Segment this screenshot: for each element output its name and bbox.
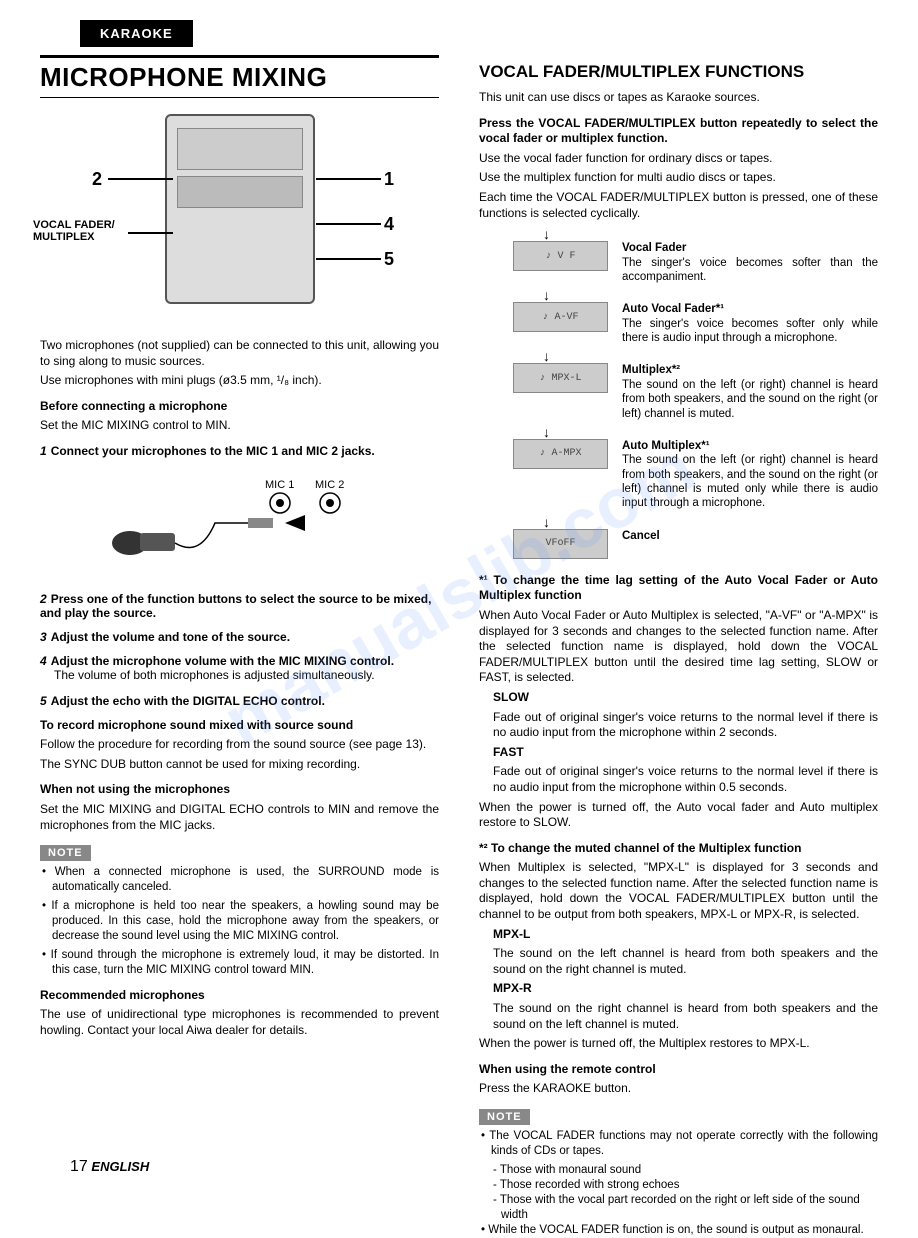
intro-text-1: Two microphones (not supplied) can be co… — [40, 338, 439, 369]
star2-text: When Multiplex is selected, "MPX-L" is d… — [479, 860, 878, 922]
mpxr-heading: MPX-R — [493, 981, 878, 997]
vf-title: Vocal Fader — [622, 242, 686, 254]
right-column: VOCAL FADER/MULTIPLEX FUNCTIONS This uni… — [459, 20, 888, 1178]
mpx-title: Multiplex*² — [622, 364, 680, 376]
press-t3: Each time the VOCAL FADER/MULTIPLEX butt… — [479, 190, 878, 221]
avf-title: Auto Vocal Fader*¹ — [622, 303, 724, 315]
note-label-right: NOTE — [479, 1109, 530, 1125]
stereo-unit — [165, 114, 315, 304]
rnote-1b: Those recorded with strong echoes — [479, 1178, 878, 1193]
cycle-diagram: ↓ ♪ V F Vocal FaderThe singer's voice be… — [479, 227, 878, 559]
callout-5: 5 — [384, 249, 394, 270]
cancel-title: Cancel — [622, 530, 660, 542]
slow-heading: SLOW — [493, 690, 878, 706]
before-text: Set the MIC MIXING control to MIN. — [40, 418, 439, 434]
remote-heading: When using the remote control — [479, 1062, 878, 1078]
rnote-1c: Those with the vocal part recorded on th… — [479, 1193, 878, 1223]
press-t1: Use the vocal fader function for ordinar… — [479, 151, 878, 167]
lcd-avf: ♪ A-VF — [513, 302, 608, 332]
press-heading: Press the VOCAL FADER/MULTIPLEX button r… — [479, 116, 878, 147]
callout-4: 4 — [384, 214, 394, 235]
note-label-left: NOTE — [40, 845, 91, 861]
section-tab: KARAOKE — [80, 20, 193, 47]
note-1: When a connected microphone is used, the… — [40, 865, 439, 895]
main-heading: MICROPHONE MIXING — [40, 55, 439, 98]
mic2-label: MIC 2 — [315, 479, 344, 491]
ampx-text: The sound on the left (or right) channel… — [622, 454, 878, 509]
mic1-label: MIC 1 — [265, 479, 294, 491]
vf-text: The singer's voice becomes softer than t… — [622, 257, 878, 283]
rec-mic-heading: Recommended microphones — [40, 988, 439, 1004]
record-text-1: Follow the procedure for recording from … — [40, 737, 439, 753]
mpxl-text: The sound on the left channel is heard f… — [493, 946, 878, 977]
press-t2: Use the multiplex function for multi aud… — [479, 170, 878, 186]
remote-text: Press the KARAOKE button. — [479, 1081, 878, 1097]
microphone-diagram: MIC 1 MIC 2 — [40, 468, 439, 578]
lcd-ampx: ♪ A-MPX — [513, 439, 608, 469]
left-column: KARAOKE MICROPHONE MIXING 2 1 4 5 VOCAL … — [30, 20, 459, 1178]
stereo-diagram: 2 1 4 5 VOCAL FADER/MULTIPLEX — [40, 114, 439, 324]
note-2: If a microphone is held too near the spe… — [40, 899, 439, 944]
notusing-heading: When not using the microphones — [40, 782, 439, 798]
lcd-cancel: VFoFF — [513, 529, 608, 559]
fast-heading: FAST — [493, 745, 878, 761]
star1-heading: *¹ To change the time lag setting of the… — [479, 573, 878, 604]
before-heading: Before connecting a microphone — [40, 399, 439, 415]
star1-end: When the power is turned off, the Auto v… — [479, 800, 878, 831]
ampx-title: Auto Multiplex*¹ — [622, 440, 710, 452]
page-number: 17 ENGLISH — [70, 1158, 149, 1176]
mpx-text: The sound on the left (or right) channel… — [622, 379, 878, 420]
avf-text: The singer's voice becomes softer only w… — [622, 318, 878, 344]
right-heading: VOCAL FADER/MULTIPLEX FUNCTIONS — [479, 62, 878, 82]
step-1-text: Connect your microphones to the MIC 1 an… — [51, 444, 375, 458]
step-1-num: 1 — [40, 444, 47, 458]
step-4-sub: The volume of both microphones is adjust… — [54, 668, 439, 684]
rec-mic-text: The use of unidirectional type microphon… — [40, 1007, 439, 1038]
callout-1: 1 — [384, 169, 394, 190]
lcd-vf: ♪ V F — [513, 241, 608, 271]
step-3-text: Adjust the volume and tone of the source… — [51, 630, 290, 644]
step-2-text: Press one of the function buttons to sel… — [40, 592, 431, 620]
step-4-text: Adjust the microphone volume with the MI… — [51, 654, 394, 668]
step-5-text: Adjust the echo with the DIGITAL ECHO co… — [51, 694, 325, 708]
notusing-text: Set the MIC MIXING and DIGITAL ECHO cont… — [40, 802, 439, 833]
record-text-2: The SYNC DUB button cannot be used for m… — [40, 757, 439, 773]
record-heading: To record microphone sound mixed with so… — [40, 718, 439, 734]
mpxl-heading: MPX-L — [493, 927, 878, 943]
intro-text-2: Use microphones with mini plugs (ø3.5 mm… — [40, 373, 439, 389]
note-3: If sound through the microphone is extre… — [40, 948, 439, 978]
vocal-fader-label: VOCAL FADER/MULTIPLEX — [33, 219, 133, 243]
rnote-2: While the VOCAL FADER function is on, th… — [479, 1223, 878, 1238]
mpxr-text: The sound on the right channel is heard … — [493, 1001, 878, 1032]
star1-text: When Auto Vocal Fader or Auto Multiplex … — [479, 608, 878, 686]
fast-text: Fade out of original singer's voice retu… — [493, 764, 878, 795]
rnote-1: The VOCAL FADER functions may not operat… — [479, 1129, 878, 1159]
star2-heading: *² To change the muted channel of the Mu… — [479, 841, 878, 857]
lcd-mpx: ♪ MPX-L — [513, 363, 608, 393]
rnote-1a: Those with monaural sound — [479, 1163, 878, 1178]
slow-text: Fade out of original singer's voice retu… — [493, 710, 878, 741]
star2-end: When the power is turned off, the Multip… — [479, 1036, 878, 1052]
right-intro: This unit can use discs or tapes as Kara… — [479, 90, 878, 106]
callout-2: 2 — [92, 169, 102, 190]
